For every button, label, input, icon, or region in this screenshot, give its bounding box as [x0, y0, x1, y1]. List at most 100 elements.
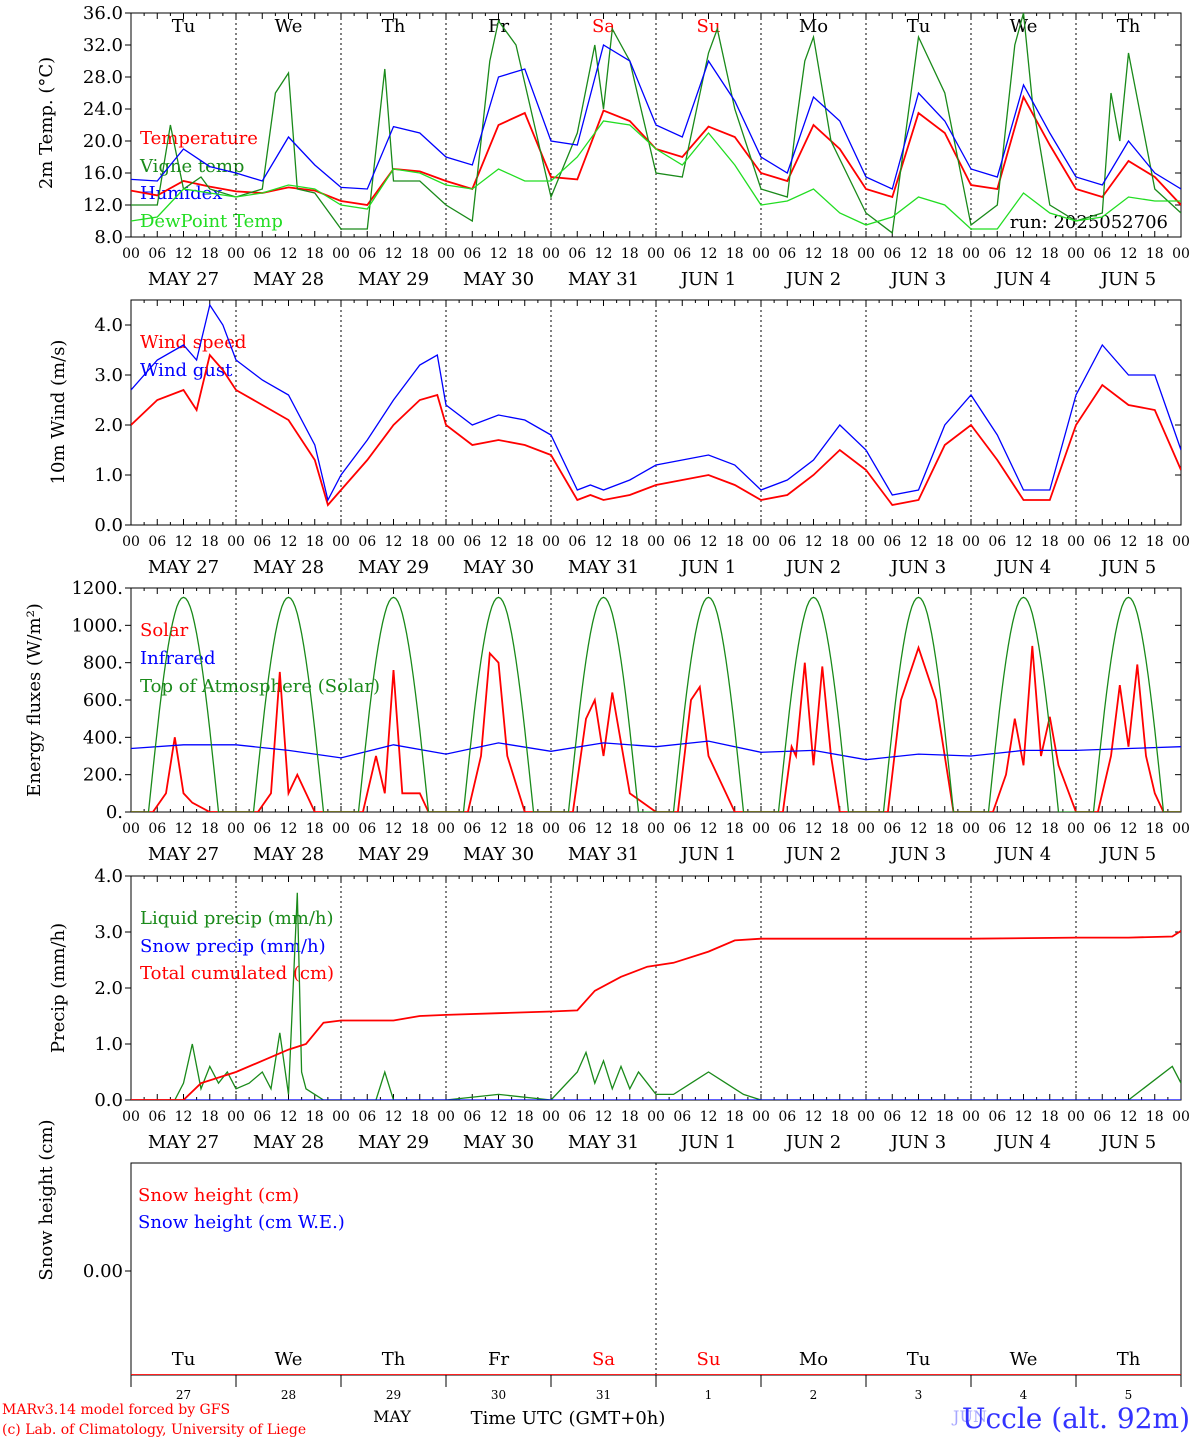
hour-tick-label: 06: [148, 534, 166, 550]
hour-tick-label: 06: [253, 534, 271, 550]
y-tick-label: 1.0: [94, 1034, 123, 1055]
hour-tick-label: 06: [778, 821, 796, 837]
day-number-label: 5: [1125, 1388, 1133, 1402]
hour-tick-label: 18: [621, 1109, 639, 1125]
series-top-of-atmosphere-solar: [131, 596, 1181, 812]
series-dewpoint-temp: [131, 120, 1181, 230]
date-label: JUN 1: [679, 844, 736, 865]
hour-tick-label: 12: [910, 534, 928, 550]
hour-tick-label: 00: [962, 1109, 980, 1125]
weekday-label: We: [1010, 16, 1038, 37]
weekday-label: Th: [382, 16, 406, 37]
hour-tick-label: 00: [1067, 534, 1085, 550]
hour-tick-label: 06: [883, 246, 901, 262]
legend-wind-speed: Wind speed: [140, 332, 246, 353]
hour-tick-label: 18: [831, 534, 849, 550]
hour-tick-label: 06: [778, 534, 796, 550]
date-label: MAY 30: [463, 844, 534, 865]
legend-snow-height-we: Snow height (cm W.E.): [138, 1212, 345, 1233]
hour-tick-label: 00: [227, 534, 245, 550]
hour-tick-label: 12: [700, 534, 718, 550]
hour-tick-label: 06: [1093, 534, 1111, 550]
legend-wind-gust: Wind gust: [140, 360, 233, 381]
lab-credit: (c) Lab. of Climatology, University of L…: [2, 1422, 306, 1438]
hour-tick-label: 18: [726, 246, 744, 262]
hour-tick-label: 18: [516, 246, 534, 262]
hour-tick-label: 00: [1172, 534, 1190, 550]
hour-tick-label: 12: [1015, 1109, 1033, 1125]
month-label: MAY: [373, 1407, 411, 1426]
hour-tick-label: 18: [1146, 1109, 1164, 1125]
hour-tick-label: 12: [700, 1109, 718, 1125]
hour-tick-label: 18: [411, 1109, 429, 1125]
hour-tick-label: 00: [227, 246, 245, 262]
temperature-y-axis-label: 2m Temp. (°C): [36, 57, 57, 189]
date-label: MAY 27: [148, 1132, 219, 1153]
hour-tick-label: 06: [148, 1109, 166, 1125]
hour-tick-label: 12: [805, 1109, 823, 1125]
date-label: JUN 2: [784, 844, 841, 865]
hour-tick-label: 18: [306, 246, 324, 262]
y-tick-label: 16.0: [83, 163, 123, 184]
hour-tick-label: 00: [857, 534, 875, 550]
x-axis-title: Time UTC (GMT+0h): [471, 1408, 666, 1429]
y-tick-label: 400.: [83, 727, 123, 748]
date-label: MAY 29: [358, 557, 429, 578]
hour-tick-label: 18: [201, 821, 219, 837]
hour-tick-label: 12: [1120, 534, 1138, 550]
hour-tick-label: 00: [332, 1109, 350, 1125]
hour-tick-label: 12: [1120, 246, 1138, 262]
hour-tick-label: 00: [647, 821, 665, 837]
date-label: JUN 2: [784, 557, 841, 578]
hour-tick-label: 06: [1093, 1109, 1111, 1125]
series-solar: [131, 644, 1181, 812]
y-tick-label: 2.0: [94, 978, 123, 999]
hour-tick-label: 18: [306, 1109, 324, 1125]
weekday-label: Tu: [907, 1349, 931, 1370]
day-number-label: 28: [281, 1388, 296, 1402]
hour-tick-label: 12: [700, 821, 718, 837]
date-label: JUN 3: [889, 1132, 946, 1153]
legend-vigne-temp: Vigne temp: [139, 156, 244, 177]
y-tick-label: 1.0: [94, 465, 123, 486]
hour-tick-label: 12: [280, 1109, 298, 1125]
legend-dewpoint-temp: DewPoint Temp: [140, 211, 283, 232]
date-label: MAY 28: [253, 1132, 324, 1153]
weekday-label: We: [275, 16, 303, 37]
hour-tick-label: 18: [306, 534, 324, 550]
hour-tick-label: 18: [411, 246, 429, 262]
weekday-label: Tu: [907, 16, 931, 37]
hour-tick-label: 18: [516, 1109, 534, 1125]
hour-tick-label: 18: [1041, 1109, 1059, 1125]
hour-tick-label: 12: [595, 534, 613, 550]
hour-tick-label: 06: [883, 821, 901, 837]
hour-tick-label: 18: [1146, 246, 1164, 262]
hour-tick-label: 00: [857, 821, 875, 837]
y-tick-label: 36.0: [83, 3, 123, 24]
hour-tick-label: 00: [332, 246, 350, 262]
hour-tick-label: 06: [778, 246, 796, 262]
date-label: MAY 29: [358, 269, 429, 290]
y-tick-label: 0.0: [94, 1090, 123, 1111]
hour-tick-label: 12: [700, 246, 718, 262]
y-tick-label: 1200.: [71, 578, 123, 599]
hour-tick-label: 00: [122, 821, 140, 837]
hour-tick-label: 06: [148, 246, 166, 262]
series-vigne-temp: [131, 13, 1181, 235]
hour-tick-label: 18: [936, 821, 954, 837]
date-label: JUN 1: [679, 1132, 736, 1153]
date-label: JUN 4: [994, 557, 1051, 578]
date-label: MAY 31: [568, 844, 639, 865]
y-tick-label: 20.0: [83, 131, 123, 152]
hour-tick-label: 12: [910, 246, 928, 262]
y-tick-label: 0.: [106, 802, 123, 823]
date-label: MAY 28: [253, 557, 324, 578]
date-label: JUN 3: [889, 844, 946, 865]
hour-tick-label: 06: [568, 821, 586, 837]
hour-tick-label: 00: [437, 534, 455, 550]
hour-tick-label: 00: [752, 534, 770, 550]
date-label: MAY 27: [148, 557, 219, 578]
weekday-label: Mo: [799, 1349, 828, 1370]
hour-tick-label: 06: [463, 534, 481, 550]
